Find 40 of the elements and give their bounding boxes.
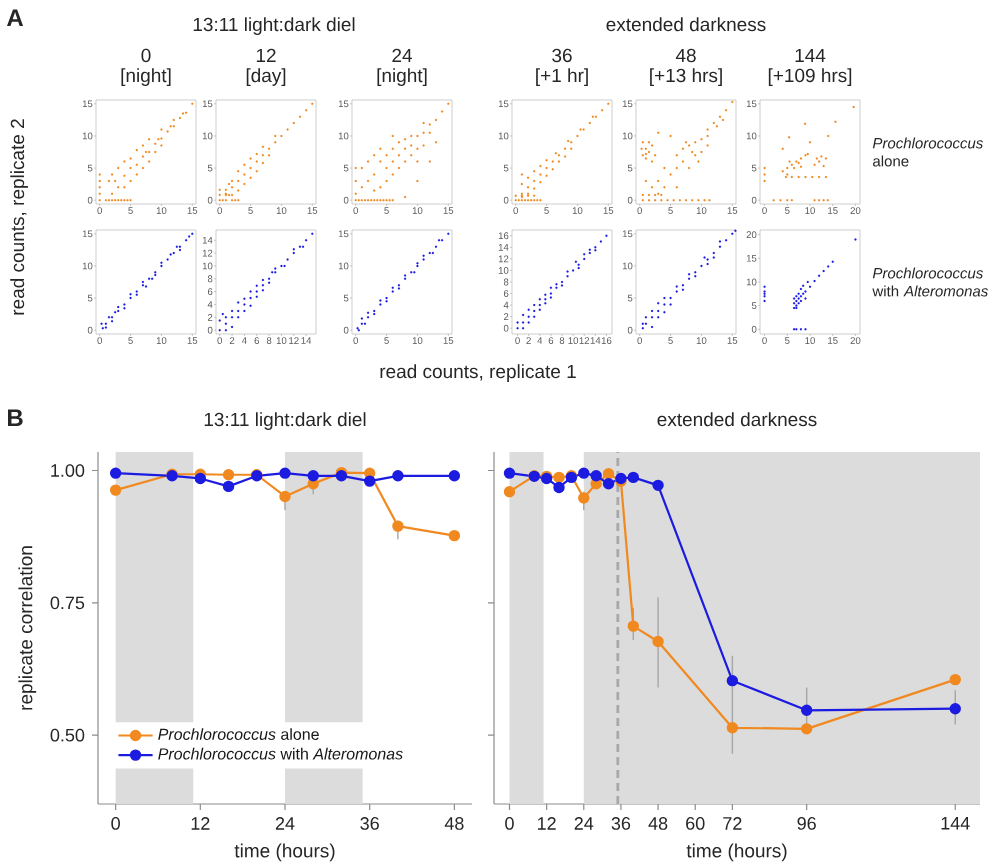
chart-title: 13:11 light:dark diel [204,412,366,430]
legend-label: Prochlorococcus with Alteromonas [158,747,403,760]
chart-title: extended darkness [657,412,817,427]
y-tick-label: 0.75 [50,596,85,610]
chart-title: 12 [256,48,276,62]
y-tick-label: 1.00 [51,464,85,477]
text: A [7,9,24,26]
chart-subtitle: [night] [377,68,427,86]
text: B [8,409,23,426]
x-tick-label: 0 [111,817,120,830]
y-axis-title: replicate correlation [18,546,37,710]
x-tick-label: 36 [360,817,379,830]
chart-subtitle: [+109 hrs] [768,68,852,86]
y-tick-label: 0.50 [50,728,85,742]
x-axis-title: time (hours) [686,843,787,862]
chart-title: 24 [392,48,413,62]
x-tick-label: 24 [275,817,295,830]
x-tick-label: 96 [797,817,816,830]
x-axis-title: time (hours) [234,843,335,862]
chart-subtitle: [+1 hr] [536,68,588,86]
x-tick-label: 144 [941,817,970,830]
x-tick-label: 72 [723,817,742,830]
x-tick-label: 24 [574,817,594,830]
x-tick-label: 12 [538,817,556,830]
x-tick-label: 36 [611,817,631,830]
text: 13:11 light:dark diel [193,17,355,35]
chart-subtitle: [night] [121,68,171,86]
text: extended darkness [606,17,766,32]
chart-subtitle: [+13 hrs] [650,68,722,86]
legend-label: Prochlorococcus alone [158,728,319,740]
chart-title: 48 [675,48,696,63]
chart-title: 144 [795,48,826,62]
x-tick-label: 48 [444,817,464,830]
chart-title: 0 [141,48,151,63]
text: read counts, replicate 1 [380,364,576,382]
chart-title: 36 [552,48,572,63]
chart-subtitle: [day] [246,68,286,86]
y-axis-title: read counts, replicate 2 [10,119,28,315]
x-tick-label: 60 [686,817,705,830]
x-tick-label: 48 [648,817,668,830]
